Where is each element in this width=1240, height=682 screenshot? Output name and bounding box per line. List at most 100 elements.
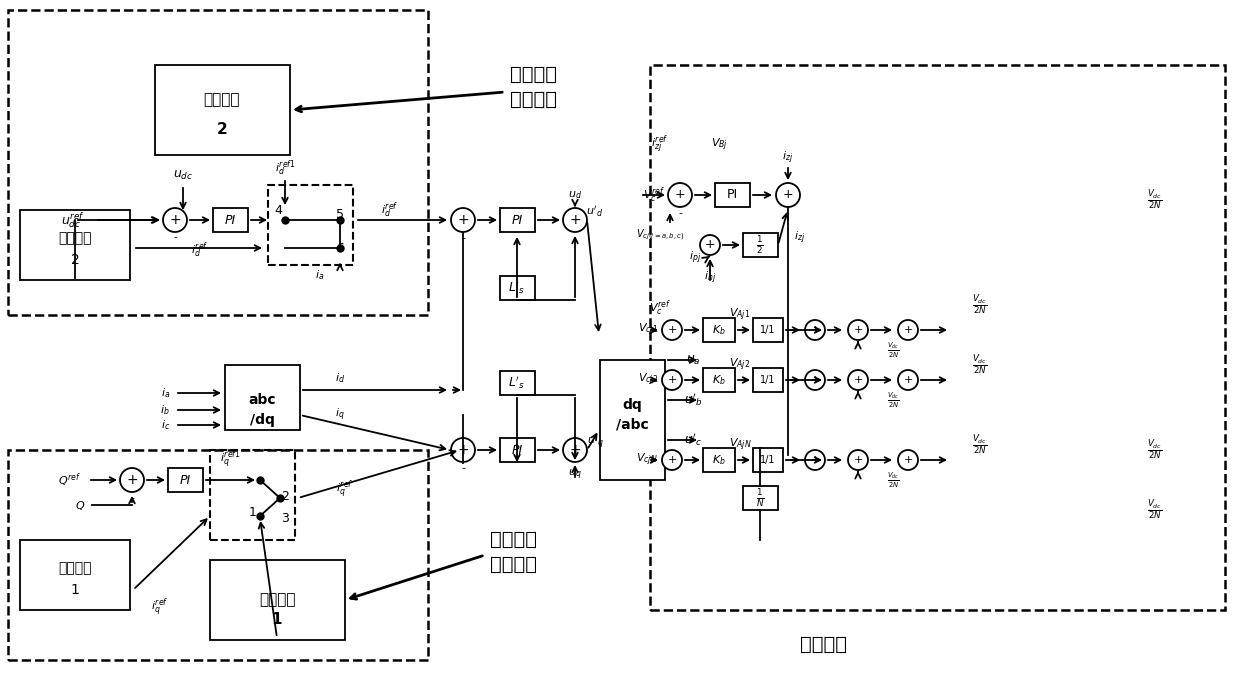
Circle shape: [848, 450, 868, 470]
FancyBboxPatch shape: [500, 276, 534, 300]
Circle shape: [662, 320, 682, 340]
Text: $i_{zj}^{ref}$: $i_{zj}^{ref}$: [651, 134, 668, 156]
Text: +: +: [903, 375, 913, 385]
Circle shape: [668, 183, 692, 207]
Text: $K_b$: $K_b$: [712, 323, 725, 337]
Text: +: +: [853, 375, 863, 385]
Circle shape: [898, 320, 918, 340]
Text: -: -: [461, 463, 465, 473]
Text: +: +: [782, 188, 794, 201]
Text: 控制逻辑: 控制逻辑: [203, 93, 241, 108]
Text: +: +: [569, 213, 580, 227]
Text: 2: 2: [217, 123, 227, 138]
Text: $i_q^{ref1}$: $i_q^{ref1}$: [219, 449, 241, 471]
Text: PI: PI: [727, 188, 738, 201]
Text: +: +: [810, 325, 820, 335]
Text: +: +: [903, 325, 913, 335]
FancyBboxPatch shape: [715, 183, 750, 207]
Circle shape: [898, 450, 918, 470]
Circle shape: [848, 320, 868, 340]
Text: $K_b$: $K_b$: [712, 373, 725, 387]
Text: -: -: [174, 232, 177, 242]
Text: $\frac{V_{dc}}{2N}$: $\frac{V_{dc}}{2N}$: [1147, 439, 1163, 462]
Text: $i_d^{ref}$: $i_d^{ref}$: [381, 201, 399, 220]
Text: 2: 2: [281, 490, 289, 503]
Text: +: +: [853, 455, 863, 465]
Text: $u_d$: $u_d$: [568, 189, 582, 201]
Circle shape: [776, 183, 800, 207]
Text: +: +: [126, 473, 138, 487]
Text: $\frac{1}{N}$: $\frac{1}{N}$: [755, 487, 764, 509]
Text: +: +: [667, 455, 677, 465]
Circle shape: [451, 208, 475, 232]
FancyBboxPatch shape: [500, 371, 534, 395]
Text: $Q$: $Q$: [74, 499, 86, 512]
FancyBboxPatch shape: [703, 368, 735, 392]
Text: $i_a$: $i_a$: [161, 386, 170, 400]
Text: 3: 3: [281, 512, 289, 524]
Text: 有功电流: 有功电流: [510, 65, 557, 84]
Text: $V_{AjN}$: $V_{AjN}$: [729, 436, 751, 454]
Text: $K_b$: $K_b$: [712, 453, 725, 467]
Circle shape: [162, 208, 187, 232]
FancyBboxPatch shape: [703, 448, 735, 472]
Text: +: +: [903, 455, 913, 465]
FancyBboxPatch shape: [213, 208, 248, 232]
Text: $u_q$: $u_q$: [568, 468, 582, 482]
Text: $i_d^{ref1}$: $i_d^{ref1}$: [274, 158, 295, 178]
Text: 限制单元: 限制单元: [510, 90, 557, 109]
Text: +: +: [675, 188, 686, 201]
Text: -: -: [678, 208, 682, 218]
Text: +: +: [667, 325, 677, 335]
Text: $i_{zj}$: $i_{zj}$: [782, 150, 794, 166]
Text: $V_{cjN}$: $V_{cjN}$: [636, 451, 658, 469]
Text: 控制逻辑: 控制逻辑: [259, 593, 295, 608]
Text: $V_{Aj2}$: $V_{Aj2}$: [729, 357, 750, 373]
Text: 4: 4: [274, 203, 281, 216]
Text: $i_{zj}$: $i_{zj}$: [795, 230, 806, 246]
FancyBboxPatch shape: [753, 448, 782, 472]
Text: 均压控制: 均压控制: [800, 635, 847, 654]
Circle shape: [662, 370, 682, 390]
FancyBboxPatch shape: [600, 360, 665, 480]
FancyBboxPatch shape: [743, 233, 777, 257]
Circle shape: [701, 235, 720, 255]
Circle shape: [898, 370, 918, 390]
Text: $i_c$: $i_c$: [161, 418, 170, 432]
Text: $i_q^{ref}$: $i_q^{ref}$: [336, 479, 353, 501]
Text: $i_{nj}$: $i_{nj}$: [704, 270, 715, 286]
Text: $\frac{V_{dc}}{2N}$: $\frac{V_{dc}}{2N}$: [1147, 499, 1163, 522]
FancyBboxPatch shape: [20, 540, 130, 610]
Text: 5: 5: [336, 209, 343, 222]
Text: +: +: [810, 375, 820, 385]
Text: +: +: [169, 213, 181, 227]
Text: $\frac{V_{dc}}{2N}$: $\frac{V_{dc}}{2N}$: [887, 471, 899, 490]
Text: $u'_b$: $u'_b$: [683, 391, 702, 409]
Text: 注入单元: 注入单元: [490, 555, 537, 574]
Text: PI: PI: [224, 213, 236, 226]
Text: +: +: [458, 443, 469, 457]
Text: 计算模块: 计算模块: [58, 561, 92, 575]
Text: $u_{dc}$: $u_{dc}$: [172, 168, 193, 181]
Text: $\frac{V_{dc}}{2N}$: $\frac{V_{dc}}{2N}$: [972, 433, 988, 457]
Text: +: +: [853, 325, 863, 335]
Text: $i_{pj}$: $i_{pj}$: [689, 250, 701, 266]
Text: $Q^{ref}$: $Q^{ref}$: [58, 471, 82, 489]
Text: $V_{cj(j=a,b,c)}$: $V_{cj(j=a,b,c)}$: [636, 227, 684, 243]
Text: PI: PI: [511, 213, 522, 226]
Text: $V_c^{ref}$: $V_c^{ref}$: [649, 298, 671, 318]
Text: $\frac{V_{dc}}{2N}$: $\frac{V_{dc}}{2N}$: [972, 293, 988, 316]
Circle shape: [805, 370, 825, 390]
Text: -: -: [461, 233, 465, 243]
Text: -: -: [130, 493, 134, 503]
Text: $L'_s$: $L'_s$: [508, 374, 526, 391]
Text: $i_b$: $i_b$: [160, 403, 170, 417]
Text: $\frac{V_{dc}}{2N}$: $\frac{V_{dc}}{2N}$: [1147, 188, 1163, 211]
Text: 1/1: 1/1: [760, 375, 776, 385]
Text: $u'_c$: $u'_c$: [684, 432, 702, 448]
Text: $i_a$: $i_a$: [315, 268, 325, 282]
Text: $\frac{V_{dc}}{2N}$: $\frac{V_{dc}}{2N}$: [972, 353, 988, 376]
FancyBboxPatch shape: [743, 486, 777, 510]
FancyBboxPatch shape: [167, 468, 203, 492]
Text: $\frac{V_{dc}}{2N}$: $\frac{V_{dc}}{2N}$: [887, 340, 899, 359]
